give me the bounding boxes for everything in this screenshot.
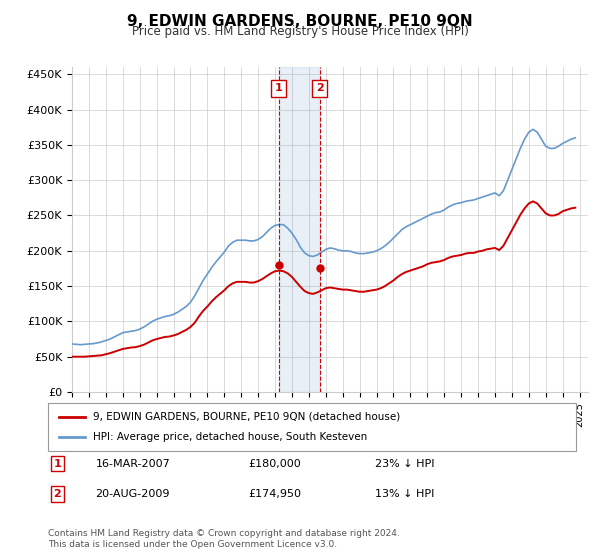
Text: 2: 2 [53,489,61,499]
Text: 20-AUG-2009: 20-AUG-2009 [95,489,170,499]
Text: 16-MAR-2007: 16-MAR-2007 [95,459,170,469]
Text: £174,950: £174,950 [248,489,302,499]
Text: 2: 2 [316,83,323,94]
Text: 1: 1 [53,459,61,469]
Text: 9, EDWIN GARDENS, BOURNE, PE10 9QN: 9, EDWIN GARDENS, BOURNE, PE10 9QN [127,14,473,29]
Text: 9, EDWIN GARDENS, BOURNE, PE10 9QN (detached house): 9, EDWIN GARDENS, BOURNE, PE10 9QN (deta… [93,412,400,422]
Text: 23% ↓ HPI: 23% ↓ HPI [376,459,435,469]
FancyBboxPatch shape [48,403,576,451]
Text: Contains HM Land Registry data © Crown copyright and database right 2024.
This d: Contains HM Land Registry data © Crown c… [48,529,400,549]
Text: 1: 1 [275,83,283,94]
Text: HPI: Average price, detached house, South Kesteven: HPI: Average price, detached house, Sout… [93,432,367,442]
Text: 13% ↓ HPI: 13% ↓ HPI [376,489,435,499]
Bar [278,67,320,392]
Text: Price paid vs. HM Land Registry's House Price Index (HPI): Price paid vs. HM Land Registry's House … [131,25,469,38]
Text: £180,000: £180,000 [248,459,301,469]
